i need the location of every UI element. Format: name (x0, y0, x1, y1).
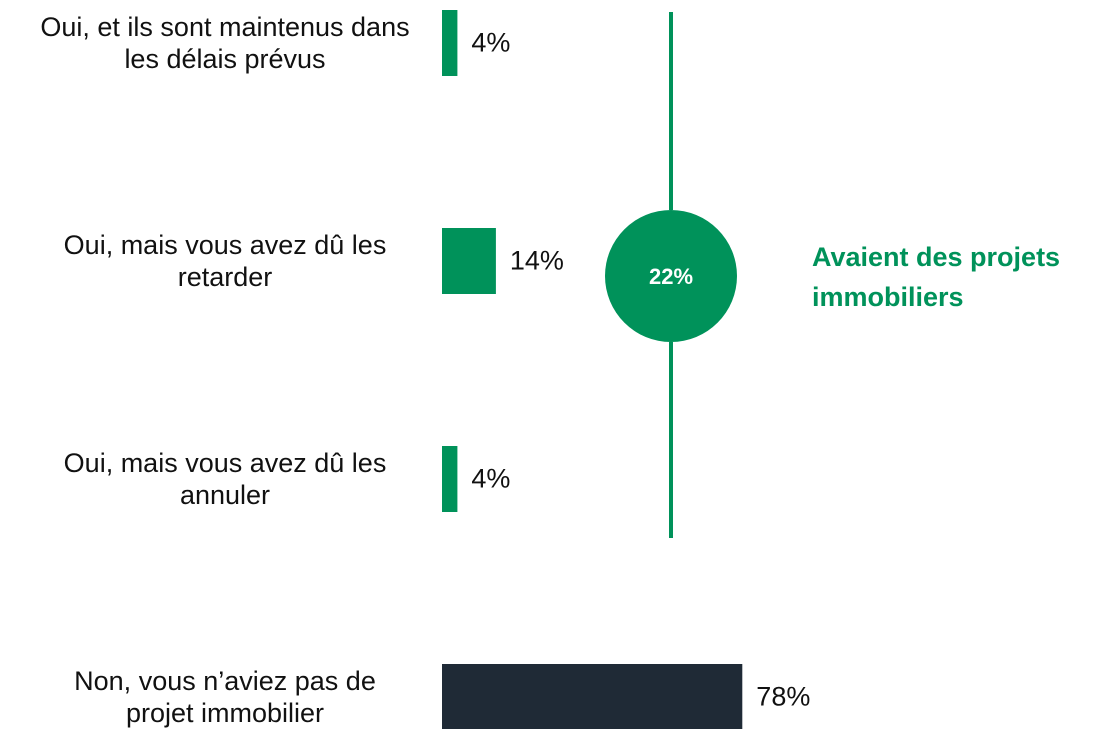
annotation-text: Avaient des projets immobiliers (812, 242, 1061, 312)
bar (442, 10, 458, 76)
value-label: 14% (509, 245, 564, 276)
bar (442, 446, 458, 512)
value-label: 4% (471, 463, 511, 494)
bar (442, 228, 496, 294)
category-label: Oui, mais vous avez dû les annuler (63, 448, 387, 510)
category-label: Oui, et ils sont maintenus dans les déla… (40, 12, 410, 74)
total-circle (605, 210, 737, 342)
bar (442, 664, 743, 729)
category-label: Non, vous n’aviez pas de projet immobili… (74, 666, 376, 728)
value-label: 4% (471, 27, 511, 58)
value-label: 78% (756, 681, 811, 712)
category-label: Oui, mais vous avez dû les retarder (63, 230, 387, 292)
total-label: 22% (649, 264, 693, 289)
